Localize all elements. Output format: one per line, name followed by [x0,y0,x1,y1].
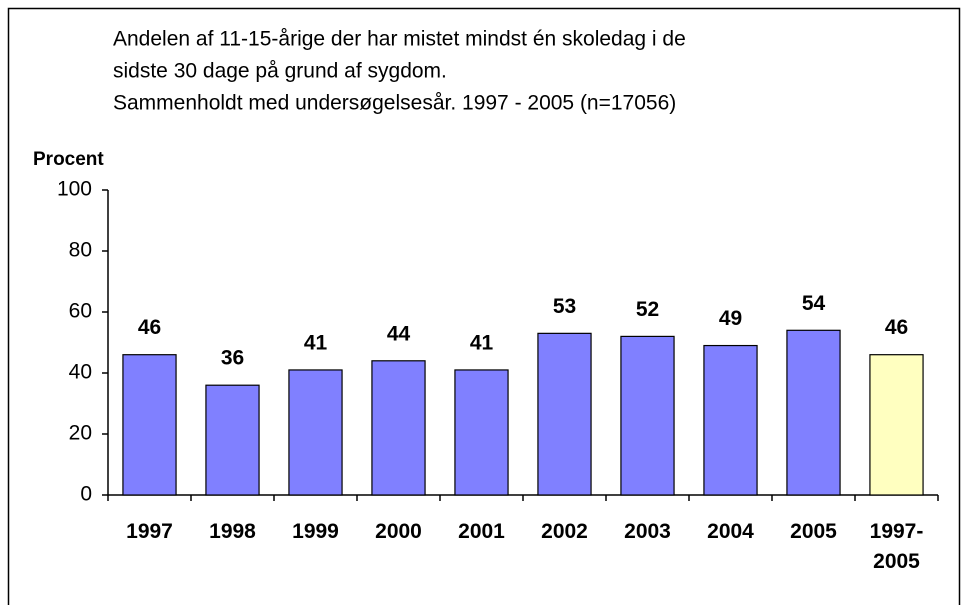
data-label: 49 [719,307,742,330]
data-label: 46 [138,316,161,339]
chart-title: Sammenholdt med undersøgelsesår. 1997 - … [113,92,676,115]
x-tick-label: 1997-2005 [869,520,924,573]
bar [620,335,675,496]
bar [122,354,177,496]
frame [7,7,961,605]
data-label: 41 [304,331,328,354]
x-tick-label: 2003 [624,520,671,543]
bar [869,354,924,496]
x-tick-label: 2002 [541,520,588,543]
chart-title: Andelen af 11-15-årige der har mistet mi… [113,28,686,51]
data-label: 52 [636,298,659,321]
y-tick-label: 80 [69,239,92,262]
x-tick-label: 2001 [458,520,505,543]
y-axis-label: Procent [33,149,104,170]
data-label: 36 [221,347,244,370]
bar [703,344,758,496]
y-tick-label: 100 [57,178,92,201]
data-label: 53 [553,295,576,318]
bar [454,369,509,496]
x-tick-label: 2004 [707,520,754,543]
data-label: 44 [387,322,411,345]
bar [288,369,343,496]
y-tick-label: 0 [80,483,92,506]
x-tick-label: 1998 [209,520,256,543]
data-label: 41 [470,331,494,354]
data-label: 54 [802,292,826,315]
x-tick-label: 1997 [126,520,173,543]
y-tick-label: 60 [69,300,92,323]
x-tick-label: 1999 [292,520,339,543]
y-tick-label: 20 [69,422,92,445]
y-tick-label: 40 [69,361,92,384]
x-tick-label: 2005 [790,520,837,543]
bar [205,384,260,496]
x-tick-label: 2000 [375,520,422,543]
data-label: 46 [885,316,908,339]
chart-title: sidste 30 dage på grund af sygdom. [113,60,447,83]
bar [786,329,841,496]
bar [371,360,426,496]
bar [537,332,592,496]
